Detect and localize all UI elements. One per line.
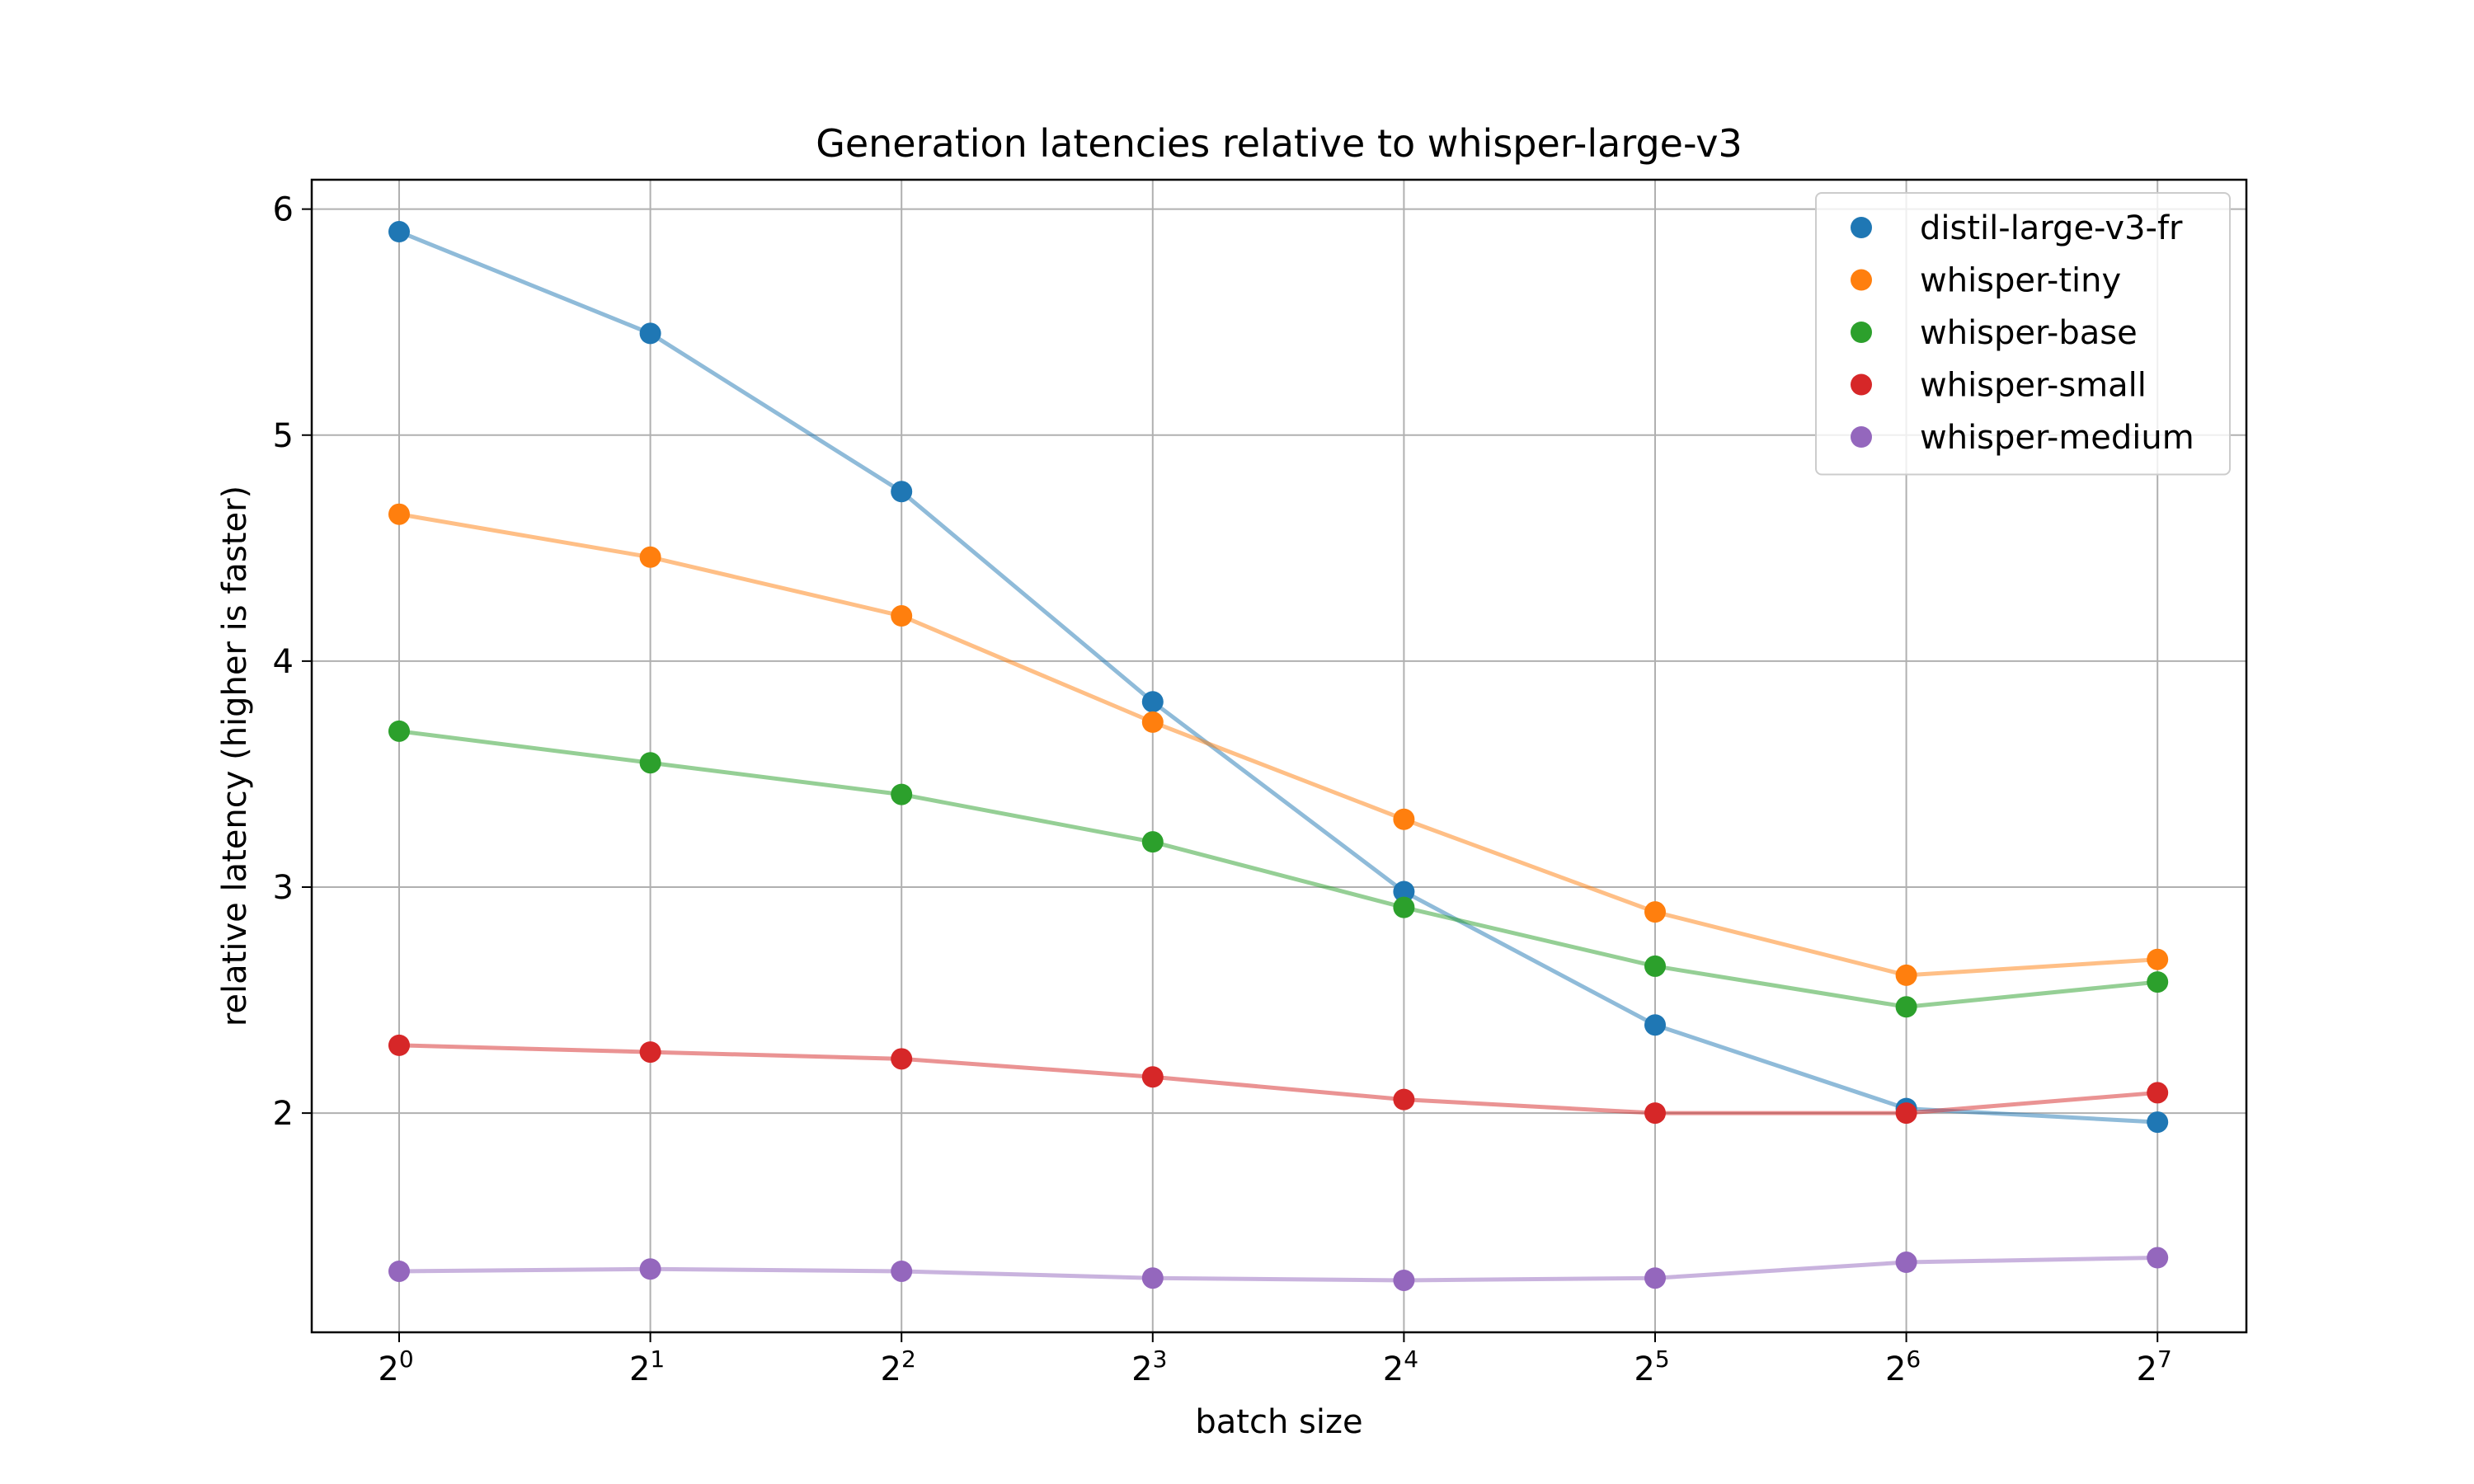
y-tick-label: 2 bbox=[273, 1095, 294, 1133]
legend-marker bbox=[1851, 426, 1872, 448]
data-point bbox=[1644, 1102, 1666, 1125]
data-point bbox=[388, 1034, 410, 1056]
legend: distil-large-v3-fr whisper-tiny whisper-ba… bbox=[1815, 192, 2231, 476]
data-point bbox=[639, 1258, 661, 1280]
y-tick-label: 3 bbox=[273, 869, 294, 907]
data-point bbox=[639, 1041, 661, 1064]
y-tick-label: 4 bbox=[273, 643, 294, 681]
legend-marker bbox=[1851, 217, 1872, 238]
x-tick-label: 27 bbox=[2137, 1345, 2172, 1388]
series-line-2 bbox=[398, 729, 2158, 1009]
data-point bbox=[1895, 996, 1917, 1018]
y-axis-label: relative latency (higher is faster) bbox=[216, 486, 254, 1026]
data-point bbox=[2147, 1082, 2169, 1104]
legend-entry-label: whisper-base bbox=[1920, 314, 2138, 352]
x-tick-label: 24 bbox=[1383, 1345, 1418, 1388]
data-point bbox=[1393, 1088, 1415, 1111]
data-point bbox=[2147, 1247, 2169, 1269]
x-tick-label: 25 bbox=[1634, 1345, 1669, 1388]
data-point bbox=[1141, 691, 1164, 713]
chart-title: Generation latencies relative to whisper… bbox=[816, 121, 1743, 166]
data-point bbox=[891, 605, 913, 627]
data-point bbox=[2147, 1111, 2169, 1134]
data-point bbox=[1895, 1252, 1917, 1274]
series-line-0 bbox=[398, 229, 2158, 1125]
data-point bbox=[388, 720, 410, 742]
data-point bbox=[891, 783, 913, 805]
x-axis-label: batch size bbox=[1195, 1403, 1362, 1441]
data-point bbox=[388, 221, 410, 243]
data-point bbox=[388, 1260, 410, 1282]
plot-frame bbox=[310, 178, 2248, 1334]
x-tick-label: 21 bbox=[629, 1345, 665, 1388]
data-point bbox=[388, 503, 410, 525]
data-point bbox=[891, 1260, 913, 1282]
data-point bbox=[639, 322, 661, 345]
data-point bbox=[1895, 1102, 1917, 1125]
data-point bbox=[1393, 808, 1415, 830]
data-point bbox=[1141, 1066, 1164, 1088]
data-point bbox=[1141, 831, 1164, 853]
legend-entry-label: whisper-tiny bbox=[1920, 262, 2121, 300]
data-point bbox=[1895, 964, 1917, 986]
data-point bbox=[2147, 948, 2169, 970]
data-point bbox=[639, 752, 661, 774]
legend-marker bbox=[1851, 373, 1872, 396]
y-tick-label: 6 bbox=[273, 191, 294, 229]
series-points bbox=[388, 221, 2169, 1291]
data-point bbox=[1644, 901, 1666, 923]
data-point bbox=[891, 1048, 913, 1070]
legend-entry-label: whisper-medium bbox=[1920, 419, 2194, 457]
data-point bbox=[639, 546, 661, 568]
x-tick-label: 26 bbox=[1885, 1345, 1921, 1388]
x-tick-label: 23 bbox=[1131, 1345, 1167, 1388]
data-point bbox=[1644, 1267, 1666, 1289]
data-point bbox=[1141, 711, 1164, 733]
series-line-1 bbox=[398, 512, 2158, 978]
series-lines bbox=[398, 229, 2158, 1283]
data-point bbox=[2147, 971, 2169, 993]
y-tick-label: 5 bbox=[273, 417, 294, 455]
legend-box bbox=[1815, 192, 2231, 476]
data-point bbox=[1644, 955, 1666, 977]
data-point bbox=[1393, 881, 1415, 903]
data-point bbox=[891, 481, 913, 503]
data-point bbox=[1393, 896, 1415, 918]
x-tick-label: 22 bbox=[881, 1345, 916, 1388]
data-point bbox=[1141, 1267, 1164, 1289]
x-tick-label: 20 bbox=[378, 1345, 413, 1388]
data-point bbox=[1393, 1269, 1415, 1291]
series-line-4 bbox=[398, 1256, 2158, 1283]
legend-entry-label: distil-large-v3-fr bbox=[1920, 209, 2183, 247]
data-point bbox=[1644, 1014, 1666, 1036]
series-line-3 bbox=[398, 1043, 2158, 1115]
legend-marker bbox=[1851, 322, 1872, 343]
legend-entry-label: whisper-small bbox=[1920, 367, 2147, 405]
legend-marker bbox=[1851, 269, 1872, 291]
